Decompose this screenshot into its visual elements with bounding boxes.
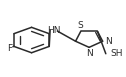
Text: N: N: [86, 49, 92, 58]
Text: S: S: [78, 21, 84, 30]
Text: F: F: [7, 44, 12, 53]
Text: SH: SH: [111, 49, 123, 58]
Text: N: N: [105, 37, 112, 46]
Text: HN: HN: [47, 26, 61, 35]
